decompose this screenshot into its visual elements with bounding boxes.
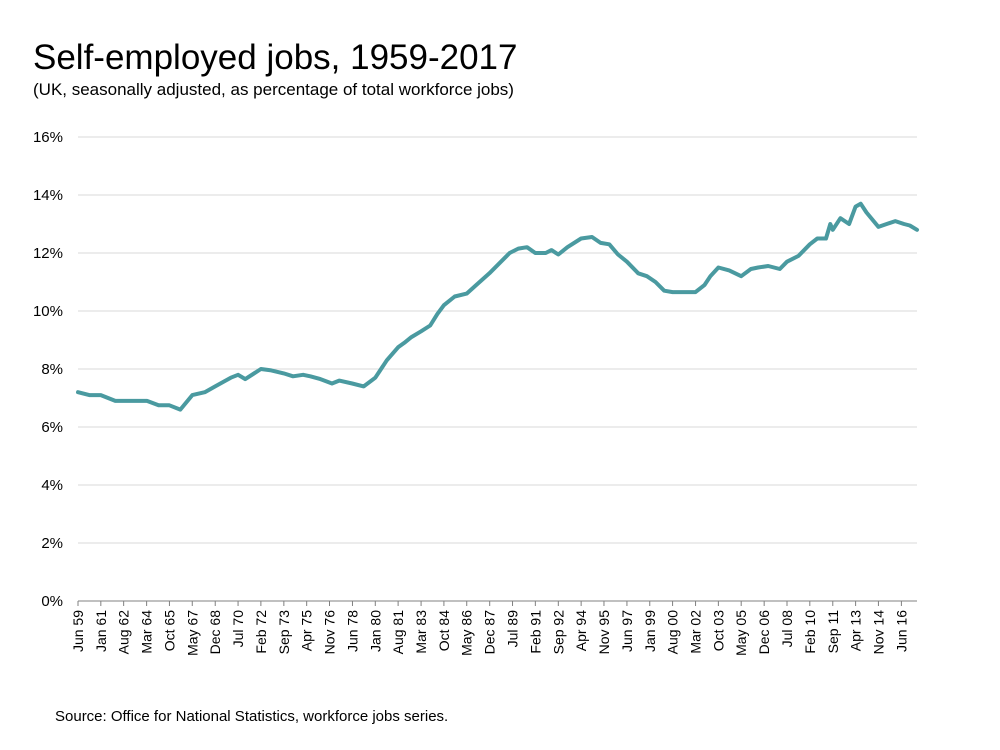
x-tick-label: Dec 06 <box>756 610 772 655</box>
x-tick-label: Nov 14 <box>870 610 886 655</box>
chart-title: Self-employed jobs, 1959-2017 <box>33 38 518 77</box>
x-axis <box>77 600 917 606</box>
x-tick-label: Jan 80 <box>367 610 383 652</box>
y-axis-tick-labels: 0% 2% 4% 6% 8% 10% 12% 14% 16% <box>33 129 63 610</box>
x-tick-label: Jun 78 <box>344 610 360 652</box>
y-tick-label: 8% <box>41 361 63 378</box>
x-axis-tick-labels: Jun 59 Jan 61 Aug 62 Mar 64 Oct 65 May 67 Dec … <box>70 610 909 656</box>
chart-subtitle: (UK, seasonally adjusted, as percentage … <box>33 80 514 99</box>
x-tick-label: Jun 59 <box>70 610 86 652</box>
x-tick-label: Oct 65 <box>161 610 177 651</box>
x-tick-label: Jul 89 <box>505 610 521 648</box>
x-tick-label: Aug 81 <box>390 610 406 655</box>
x-tick-label: Nov 95 <box>596 610 612 655</box>
x-tick-label: Jan 61 <box>93 610 109 652</box>
x-tick-label: Aug 00 <box>665 610 681 655</box>
gridlines <box>78 136 917 544</box>
x-tick-label: Oct 84 <box>436 610 452 651</box>
x-tick-label: Jul 08 <box>779 610 795 648</box>
x-tick-label: Nov 76 <box>321 610 337 655</box>
x-tick-label: Sep 92 <box>550 610 566 655</box>
x-tick-label: Jun 97 <box>619 610 635 652</box>
y-tick-label: 14% <box>33 187 63 204</box>
x-tick-label: Dec 68 <box>207 610 223 655</box>
x-tick-label: Jul 70 <box>230 610 246 648</box>
x-tick-label: Feb 91 <box>527 610 543 654</box>
y-tick-label: 6% <box>41 419 63 436</box>
x-tick-label: May 67 <box>184 610 200 656</box>
y-tick-label: 4% <box>41 477 63 494</box>
y-tick-label: 2% <box>41 535 63 552</box>
series-layer <box>76 201 919 412</box>
x-tick-label: Feb 72 <box>253 610 269 654</box>
x-tick-label: Sep 11 <box>825 610 841 654</box>
x-tick-label: Sep 73 <box>276 610 292 655</box>
y-tick-label: 16% <box>33 129 63 146</box>
series-line <box>76 201 919 412</box>
source-note: Source: Office for National Statistics, … <box>55 708 449 725</box>
x-tick-label: Mar 64 <box>139 610 155 654</box>
x-tick-label: Apr 13 <box>848 610 864 651</box>
x-tick-label: Jan 99 <box>642 610 658 652</box>
x-tick-label: May 86 <box>459 610 475 656</box>
x-tick-label: Oct 03 <box>710 610 726 651</box>
x-tick-label: Feb 10 <box>802 610 818 654</box>
x-tick-label: Apr 75 <box>299 610 315 651</box>
x-tick-label: Aug 62 <box>116 610 132 655</box>
y-tick-label: 12% <box>33 245 63 262</box>
x-tick-label: Jun 16 <box>893 610 909 652</box>
x-tick-label: Dec 87 <box>482 610 498 655</box>
x-tick-label: Mar 83 <box>413 610 429 654</box>
x-tick-label: Apr 94 <box>573 610 589 651</box>
x-tick-label: May 05 <box>733 610 749 656</box>
x-tick-label: Mar 02 <box>688 610 704 654</box>
y-tick-label: 10% <box>33 303 63 320</box>
y-tick-label: 0% <box>41 593 63 610</box>
